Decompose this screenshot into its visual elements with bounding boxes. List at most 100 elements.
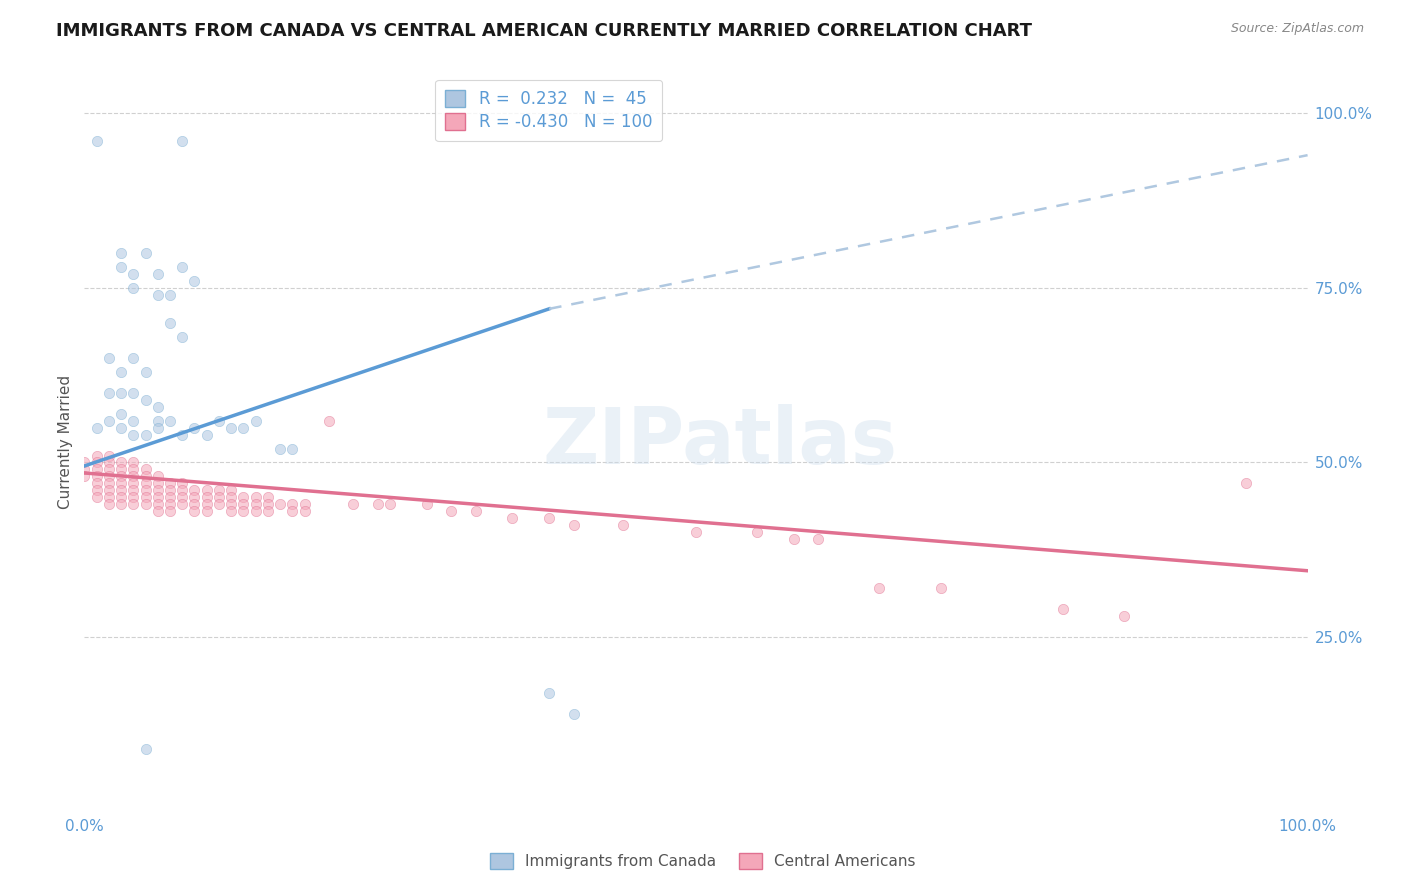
Point xyxy=(183,483,205,498)
Point xyxy=(97,497,120,511)
Point xyxy=(232,420,254,434)
Point xyxy=(97,469,120,483)
Point xyxy=(122,469,145,483)
Point xyxy=(110,483,132,498)
Point xyxy=(146,476,169,491)
Point xyxy=(73,462,96,476)
Point xyxy=(257,497,280,511)
Point xyxy=(122,462,145,476)
Point xyxy=(110,497,132,511)
Point xyxy=(195,497,218,511)
Point xyxy=(172,134,194,148)
Point xyxy=(464,504,486,518)
Point xyxy=(135,476,157,491)
Point xyxy=(159,476,181,491)
Point xyxy=(86,476,108,491)
Point xyxy=(86,483,108,498)
Point xyxy=(232,491,254,505)
Point xyxy=(86,491,108,505)
Point xyxy=(122,281,145,295)
Point xyxy=(135,392,157,407)
Point xyxy=(318,414,340,428)
Point xyxy=(122,351,145,365)
Text: Source: ZipAtlas.com: Source: ZipAtlas.com xyxy=(1230,22,1364,36)
Point xyxy=(135,742,157,756)
Point xyxy=(73,469,96,483)
Point xyxy=(73,455,96,469)
Text: IMMIGRANTS FROM CANADA VS CENTRAL AMERICAN CURRENTLY MARRIED CORRELATION CHART: IMMIGRANTS FROM CANADA VS CENTRAL AMERIC… xyxy=(56,22,1032,40)
Point xyxy=(172,491,194,505)
Point xyxy=(86,469,108,483)
Point xyxy=(122,385,145,400)
Point xyxy=(97,449,120,463)
Point xyxy=(195,427,218,442)
Point xyxy=(97,462,120,476)
Point xyxy=(146,483,169,498)
Point xyxy=(97,455,120,469)
Point xyxy=(502,511,524,525)
Point xyxy=(159,288,181,302)
Point xyxy=(219,504,242,518)
Point xyxy=(380,497,402,511)
Point xyxy=(97,491,120,505)
Point xyxy=(538,686,561,700)
Point xyxy=(97,414,120,428)
Point xyxy=(135,483,157,498)
Point xyxy=(97,385,120,400)
Point xyxy=(232,497,254,511)
Y-axis label: Currently Married: Currently Married xyxy=(58,375,73,508)
Point xyxy=(183,491,205,505)
Point xyxy=(146,469,169,483)
Point xyxy=(97,476,120,491)
Point xyxy=(172,330,194,344)
Point xyxy=(245,414,267,428)
Point xyxy=(208,414,231,428)
Point xyxy=(269,442,291,456)
Point xyxy=(135,469,157,483)
Point xyxy=(208,491,231,505)
Point xyxy=(1236,476,1258,491)
Point xyxy=(122,455,145,469)
Point xyxy=(135,427,157,442)
Point xyxy=(135,497,157,511)
Point xyxy=(159,414,181,428)
Point xyxy=(110,365,132,379)
Point xyxy=(146,267,169,281)
Point xyxy=(86,449,108,463)
Point xyxy=(159,491,181,505)
Point xyxy=(110,476,132,491)
Point xyxy=(172,483,194,498)
Point xyxy=(183,497,205,511)
Point xyxy=(245,504,267,518)
Point xyxy=(159,316,181,330)
Point xyxy=(146,420,169,434)
Point xyxy=(562,706,585,721)
Point xyxy=(1052,602,1074,616)
Point xyxy=(135,462,157,476)
Point xyxy=(122,476,145,491)
Point xyxy=(869,581,891,595)
Point xyxy=(110,407,132,421)
Point xyxy=(110,455,132,469)
Point xyxy=(146,414,169,428)
Point xyxy=(208,497,231,511)
Point xyxy=(122,414,145,428)
Point xyxy=(232,504,254,518)
Point xyxy=(195,504,218,518)
Point xyxy=(86,455,108,469)
Point xyxy=(245,491,267,505)
Point xyxy=(257,491,280,505)
Point xyxy=(172,427,194,442)
Point xyxy=(122,267,145,281)
Point xyxy=(146,400,169,414)
Point xyxy=(159,497,181,511)
Point xyxy=(281,504,304,518)
Point xyxy=(257,504,280,518)
Point xyxy=(172,497,194,511)
Point xyxy=(929,581,952,595)
Point xyxy=(747,525,769,540)
Text: ZIPatlas: ZIPatlas xyxy=(543,403,898,480)
Point xyxy=(172,476,194,491)
Point xyxy=(416,497,439,511)
Point xyxy=(807,533,830,547)
